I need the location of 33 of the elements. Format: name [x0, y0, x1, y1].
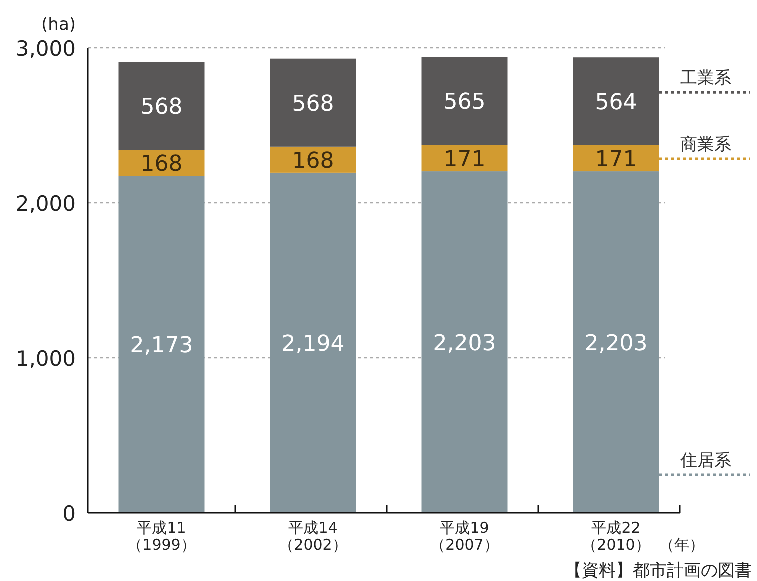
bar — [118, 176, 205, 513]
data-label: 2,173 — [130, 334, 194, 359]
data-label: 2,203 — [433, 331, 496, 356]
y-tick-label: 2,000 — [16, 192, 76, 216]
series-label: 工業系 — [680, 68, 732, 89]
y-tick-label: 0 — [62, 502, 76, 526]
bar — [118, 62, 205, 150]
data-label: 168 — [140, 152, 183, 178]
data-label: 568 — [292, 92, 334, 117]
bar — [422, 145, 508, 172]
data-label: 171 — [444, 147, 486, 172]
series-label: 商業系 — [680, 135, 732, 156]
data-label: 568 — [140, 95, 183, 120]
bar — [270, 172, 356, 513]
data-label: 565 — [444, 90, 486, 116]
series-label: 住居系 — [680, 451, 732, 471]
data-label: 2,203 — [584, 331, 648, 356]
x-tick-label: 平成22 （2010） — [582, 519, 650, 554]
y-tick-label: 1,000 — [16, 347, 76, 371]
x-axis-title: （年） — [660, 536, 704, 554]
bar — [270, 58, 356, 147]
y-axis-title: (ha) — [42, 15, 76, 35]
x-tick-label: 平成14 （2002） — [279, 519, 348, 554]
bar — [422, 172, 508, 513]
x-tick-label: 平成11 （1999） — [128, 519, 196, 554]
data-label: 168 — [292, 148, 334, 174]
data-label: 564 — [595, 90, 638, 116]
data-label: 2,194 — [282, 332, 345, 357]
bar — [422, 57, 508, 146]
data-label: 171 — [595, 147, 638, 172]
x-tick-label: 平成19 （2007） — [430, 519, 499, 554]
text: 【資料】都市計画の図書 — [565, 561, 752, 581]
y-tick-label: 3,000 — [16, 37, 76, 61]
